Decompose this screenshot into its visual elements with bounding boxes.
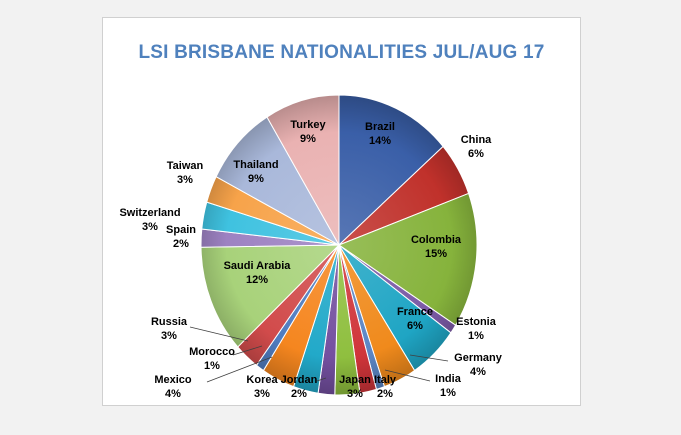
slice-label-korea: Korea 3% [246,374,278,400]
leader-line-mexico [206,356,273,383]
slice-value-france: 6% [407,320,423,332]
slice-name-turkey: Turkey [290,119,326,131]
slice-label-colombia: Colombia 15% [411,234,462,260]
slice-value-brazil: 14% [369,135,391,147]
slice-name-switzerland: Switzerland [119,207,180,219]
slice-label-jordan: Jordan 2% [281,374,318,400]
slice-value-saudi-arabia: 12% [246,274,268,286]
slice-label-spain: Spain 2% [166,224,196,250]
leader-line-russia [189,326,249,342]
pie-slice-colombia [337,192,478,326]
slice-name-taiwan: Taiwan [167,160,204,172]
slice-name-mexico: Mexico [154,374,192,386]
slice-label-mexico: Mexico 4% [154,374,192,400]
leader-line-jordan [316,377,327,382]
slice-value-switzerland: 3% [142,221,158,233]
slice-label-thailand: Thailand 9% [233,159,278,185]
slice-name-germany: Germany [454,352,503,364]
leader-line-morocco [232,345,263,356]
slice-label-japan: Japan 3% [339,374,371,400]
slice-label-china: China 6% [461,134,492,160]
slice-name-estonia: Estonia [456,316,497,328]
leader-line-india [384,369,431,382]
slice-name-korea: Korea [246,374,278,386]
slice-name-italy: Italy [374,374,397,386]
slice-name-china: China [461,134,492,146]
slice-label-brazil: Brazil 14% [365,121,395,147]
slice-label-estonia: Estonia 1% [456,316,497,342]
slice-name-japan: Japan [339,374,371,386]
slice-value-estonia: 1% [468,330,484,342]
slice-value-italy: 2% [377,388,393,400]
slice-value-thailand: 9% [248,173,264,185]
slice-value-mexico: 4% [165,388,181,400]
slice-label-morocco: Morocco 1% [189,346,235,372]
slice-value-japan: 3% [347,388,363,400]
slice-value-india: 1% [440,387,456,399]
slice-value-spain: 2% [173,238,189,250]
slice-name-spain: Spain [166,224,196,236]
slice-name-colombia: Colombia [411,234,462,246]
slice-value-china: 6% [468,148,484,160]
pie-slice-saudi-arabia [200,244,341,348]
slice-label-germany: Germany 4% [454,352,503,378]
slice-label-saudi-arabia: Saudi Arabia 12% [224,260,292,286]
pie-slice-thailand [215,116,341,247]
pie-labels: Brazil 14% China 6% Colombia 15% Estonia 1% Fran… [119,119,502,400]
slice-name-france: France [397,306,433,318]
slice-label-turkey: Turkey 9% [290,119,326,145]
slice-value-morocco: 1% [204,360,220,372]
slice-label-india: India 1% [435,373,462,399]
slice-name-thailand: Thailand [233,159,278,171]
leader-line-germany [409,354,449,362]
slice-name-russia: Russia [151,316,188,328]
slice-value-taiwan: 3% [177,174,193,186]
slice-name-brazil: Brazil [365,121,395,133]
chart-title: LSI BRISBANE NATIONALITIES JUL/AUG 17 [138,42,545,63]
slice-name-saudi-arabia: Saudi Arabia [224,260,292,272]
slice-label-switzerland: Switzerland 3% [119,207,180,233]
slice-label-russia: Russia 3% [151,316,188,342]
slice-value-jordan: 2% [291,388,307,400]
slice-label-france: France 6% [397,306,433,332]
slice-name-jordan: Jordan [281,374,318,386]
slice-name-india: India [435,373,462,385]
slice-label-taiwan: Taiwan 3% [167,160,204,186]
slice-name-morocco: Morocco [189,346,235,358]
slice-value-russia: 3% [161,330,177,342]
slice-value-turkey: 9% [300,133,316,145]
pie-slice-brazil [338,94,444,247]
slice-value-korea: 3% [254,388,270,400]
pie-slice-turkey [266,94,340,247]
slice-value-colombia: 15% [425,248,447,260]
pie-slices [200,94,478,396]
slice-value-germany: 4% [470,366,486,378]
slice-label-italy: Italy 2% [374,374,397,400]
